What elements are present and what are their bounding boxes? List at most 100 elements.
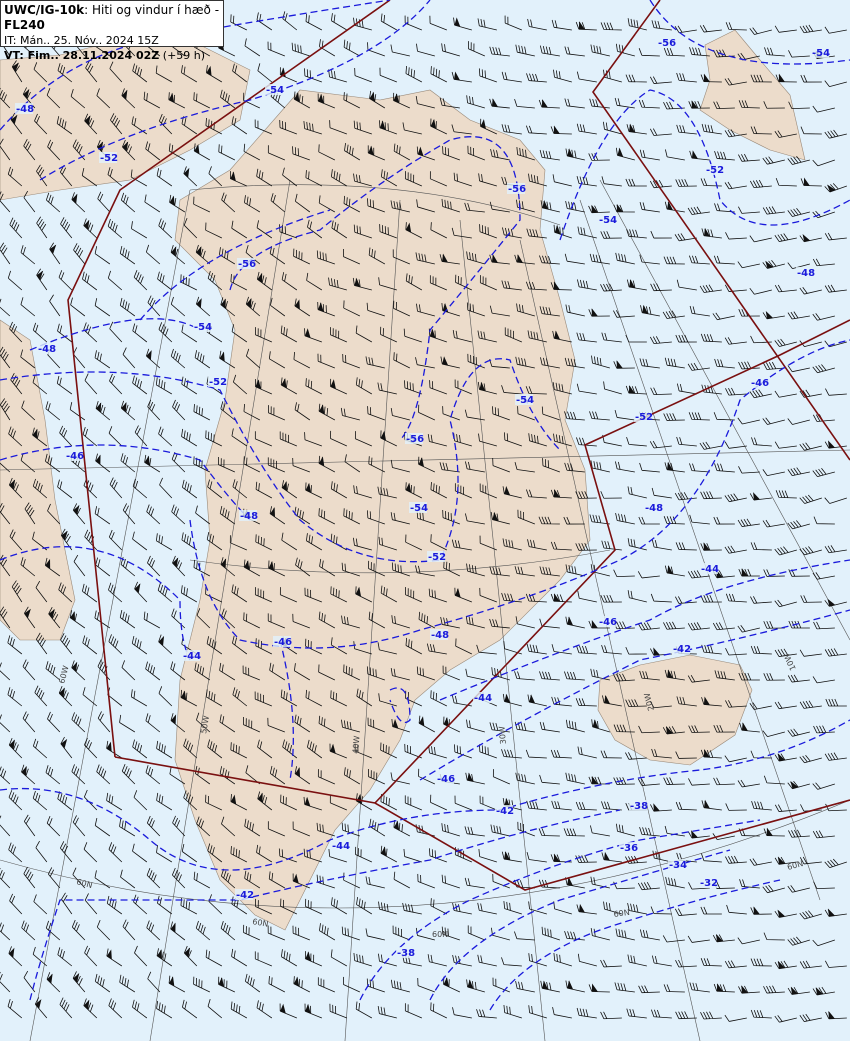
wind-barb [183,166,198,187]
wind-barb [306,533,323,551]
wind-barb [564,357,585,369]
wind-barb [244,973,261,993]
wind-barb [749,27,772,35]
wind-barb [687,675,710,683]
wind-barb [576,383,597,395]
wind-barb [254,327,273,343]
wind-barb [293,248,311,265]
wind-barb [824,908,847,917]
wind-barb [539,721,560,733]
wind-barb [207,999,223,1019]
wind-barb [343,664,361,681]
wind-barb [480,118,498,135]
wind-barb [713,255,735,265]
wind-barb [590,825,610,837]
wind-barb [307,219,323,239]
wind-barb [502,693,522,707]
wind-barb [600,750,622,759]
wind-barb [110,113,123,135]
wind-barb [750,645,772,655]
wind-barb [713,983,735,993]
wind-barb [676,72,697,83]
wind-barb [7,687,23,707]
wind-barb [614,97,635,109]
wind-barb [170,244,186,265]
wind-barb [169,766,186,785]
wind-barb [527,330,547,343]
valid-time: VT: Fim.. 28.11.2024 02Z [4,49,160,62]
wind-barb [170,296,186,317]
wind-barb [11,60,23,83]
wind-barb [60,528,73,551]
wind-barb [0,138,11,161]
wind-barb [542,458,560,473]
wind-barb [799,856,822,865]
wind-barb [443,716,461,733]
wind-barb [825,1010,847,1020]
wind-barb [799,494,822,504]
wind-barb [477,18,497,31]
wind-barb [479,224,497,239]
wind-barb [172,399,186,421]
wind-barb [0,502,11,525]
wind-barb [367,406,385,421]
wind-barb [355,1001,373,1019]
wind-barb [220,89,236,109]
wind-barb [726,904,747,915]
wind-barb [304,432,322,447]
wind-barb [638,48,660,57]
wind-barb [329,795,348,811]
wind-barb [451,539,472,551]
wind-barb [664,825,685,837]
wind-barb [181,65,198,83]
wind-barb [429,848,447,863]
wind-barb [292,873,310,889]
wind-barb [588,204,610,214]
wind-barb [293,976,311,993]
contour-label: -46 [751,378,769,389]
wind-barb [82,635,98,655]
wind-barb [146,920,161,941]
wind-barb [294,714,311,733]
wind-barb [650,283,672,292]
wind-barb [812,364,835,374]
wind-barb [813,516,835,525]
wind-barb [171,504,186,525]
wind-barb [106,792,123,811]
wind-barb [46,816,61,837]
wind-barb [700,491,722,500]
wind-barb [207,270,223,291]
wind-barb [255,638,273,655]
wind-barb [94,298,111,317]
wind-barb [354,431,373,447]
wind-barb [476,1009,497,1019]
wind-barb [147,399,161,421]
wind-barb [158,113,173,135]
wind-barb [0,191,11,213]
wind-barb [82,687,98,707]
wind-barb [504,15,522,31]
contour-label: -52 [635,412,653,423]
wind-barb [354,68,372,83]
wind-barb [576,71,597,83]
wind-barb [317,93,335,109]
wind-barb [564,46,585,57]
wind-barb [600,491,622,499]
wind-barb [453,17,472,31]
wind-barb [84,113,98,135]
wind-barb [763,673,785,681]
wind-barb [380,430,398,447]
wind-barb [540,200,560,213]
wind-barb [478,173,497,187]
wind-barb [353,952,372,967]
wind-barb [318,664,336,681]
wind-barb [119,818,136,837]
wind-barb [343,39,361,57]
wind-barb [812,210,835,219]
wind-barb [429,171,448,187]
wind-barb [304,1003,322,1019]
wind-barb [713,101,735,110]
wind-barb [181,479,198,499]
wind-barb [467,41,486,57]
wind-barb [553,433,572,447]
